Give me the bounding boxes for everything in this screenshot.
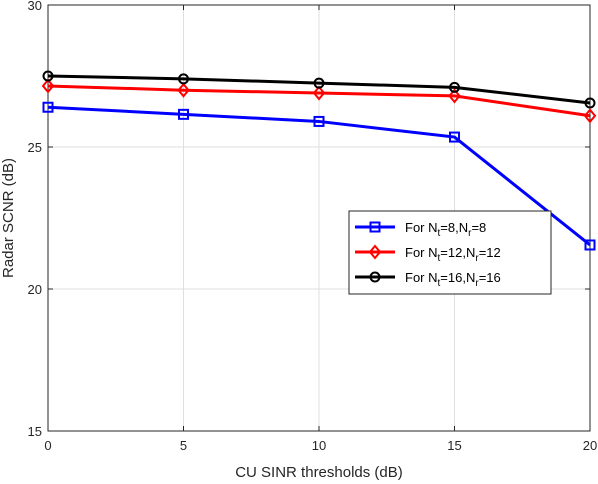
y-axis-label: Radar SCNR (dB) <box>0 158 17 278</box>
y-tick-label: 20 <box>28 282 42 297</box>
x-tick-label: 20 <box>583 438 597 453</box>
data-series <box>41 70 597 251</box>
x-tick-label: 0 <box>44 438 51 453</box>
series-1 <box>42 101 596 251</box>
data-point-circle <box>584 97 596 109</box>
y-tick-label: 25 <box>28 140 42 155</box>
legend-marker-circle <box>369 271 381 283</box>
x-tick-label: 15 <box>447 438 461 453</box>
y-tick-label: 30 <box>28 0 42 13</box>
legend-label: For Nt=16,Nr=16 <box>405 270 501 289</box>
series-line <box>47 105 591 247</box>
data-point-circle <box>178 73 189 85</box>
legend-label: For Nt=8,Nr=8 <box>405 220 486 239</box>
legend-subscript: t <box>438 253 441 264</box>
legend-text-part: =8,N <box>440 220 468 235</box>
data-point-square <box>42 101 54 113</box>
data-point-square <box>313 115 325 127</box>
data-point-square <box>449 131 460 143</box>
legend-subscript: r <box>475 253 479 264</box>
legend-marker-square <box>369 221 381 233</box>
series-2 <box>41 78 597 124</box>
series-line <box>47 74 591 105</box>
y-tick-label: 15 <box>28 424 42 439</box>
legend-text-part: =16,N <box>440 270 475 285</box>
data-point-diamond <box>448 88 461 104</box>
legend-text-part: =8 <box>471 220 486 235</box>
legend-label: For Nt=12,Nr=12 <box>405 245 501 264</box>
legend-text-part: For N <box>405 270 438 285</box>
x-tick-label: 10 <box>312 438 326 453</box>
legend-text-part: =12 <box>479 245 501 260</box>
data-point-diamond <box>41 78 55 94</box>
legend-item: For Nt=16,Nr=16 <box>355 270 501 289</box>
legend-subscript: t <box>438 278 441 289</box>
data-point-circle <box>313 77 325 89</box>
legend-subscript: r <box>468 228 472 239</box>
data-point-diamond <box>177 82 190 98</box>
data-point-diamond <box>583 108 597 124</box>
series-line <box>47 84 591 118</box>
data-point-circle <box>449 81 460 93</box>
x-axis-label: CU SINR thresholds (dB) <box>235 464 403 481</box>
axis-ticks: 0 5 10 15 20 15 20 25 30 <box>28 0 598 453</box>
legend-item: For Nt=8,Nr=8 <box>355 220 486 239</box>
legend-marker-diamond <box>368 244 382 260</box>
data-point-diamond <box>312 85 326 101</box>
legend-subscript: r <box>475 278 479 289</box>
legend-item: For Nt=12,Nr=12 <box>355 244 501 264</box>
series-3 <box>42 70 596 109</box>
data-point-square <box>584 239 596 251</box>
legend-text-part: For N <box>405 220 438 235</box>
data-point-square <box>178 108 189 120</box>
legend-subscript: t <box>438 228 441 239</box>
legend-text-part: =12,N <box>440 245 475 260</box>
data-point-circle <box>42 70 54 82</box>
x-tick-label: 5 <box>180 438 187 453</box>
legend-text-part: =16 <box>479 270 501 285</box>
legend-text-part: For N <box>405 245 438 260</box>
